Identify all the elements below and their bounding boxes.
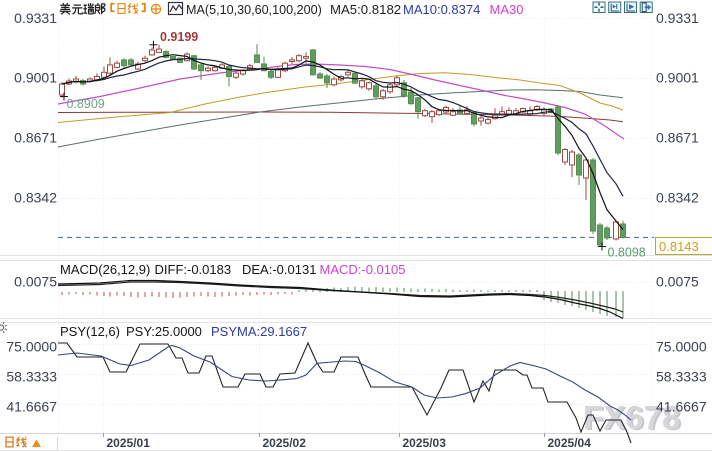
svg-text:0.9331: 0.9331 <box>14 10 57 26</box>
svg-text:0.8342: 0.8342 <box>14 190 57 206</box>
svg-text:MA30: MA30 <box>490 2 524 17</box>
svg-text:0.8342: 0.8342 <box>656 190 699 206</box>
svg-text:0.0075: 0.0075 <box>14 274 57 290</box>
svg-text:FX678: FX678 <box>585 400 682 437</box>
svg-text:MA10:0.8374: MA10:0.8374 <box>403 2 480 17</box>
svg-text:0.0075: 0.0075 <box>656 274 699 290</box>
svg-text:0.8671: 0.8671 <box>656 130 699 146</box>
svg-text:MACD(26,12,9): MACD(26,12,9) <box>60 262 150 277</box>
svg-text:0.8671: 0.8671 <box>14 130 57 146</box>
svg-text:0.9199: 0.9199 <box>160 30 198 44</box>
svg-text:MA5:0.8182: MA5:0.8182 <box>330 2 401 17</box>
svg-text:0.9001: 0.9001 <box>656 70 699 86</box>
svg-text:MA(5,10,30,60,100,200): MA(5,10,30,60,100,200) <box>186 3 322 17</box>
svg-text:2025/04: 2025/04 <box>548 436 592 450</box>
svg-text:41.6667: 41.6667 <box>6 399 57 415</box>
svg-text:2025/02: 2025/02 <box>263 436 307 450</box>
svg-text:0.9331: 0.9331 <box>656 10 699 26</box>
svg-text:58.3333: 58.3333 <box>656 369 707 385</box>
svg-text:2025/03: 2025/03 <box>403 436 447 450</box>
svg-text:0.9001: 0.9001 <box>14 70 57 86</box>
svg-text:PSYMA:29.1667: PSYMA:29.1667 <box>211 324 307 339</box>
svg-text:41.6667: 41.6667 <box>656 399 707 415</box>
svg-text:75.0000: 75.0000 <box>6 339 57 355</box>
svg-text:DIFF:-0.0183: DIFF:-0.0183 <box>155 262 232 277</box>
svg-text:0.8143: 0.8143 <box>659 239 699 254</box>
svg-text:PSY(12,6): PSY(12,6) <box>60 324 120 339</box>
svg-text:58.3333: 58.3333 <box>6 369 57 385</box>
svg-text:75.0000: 75.0000 <box>656 339 707 355</box>
svg-text:MACD:-0.0105: MACD:-0.0105 <box>320 262 406 277</box>
svg-text:2025/01: 2025/01 <box>107 436 151 450</box>
svg-text:0.8909: 0.8909 <box>67 97 105 111</box>
svg-text:PSY:25.0000: PSY:25.0000 <box>126 324 202 339</box>
svg-text:DEA:-0.0131: DEA:-0.0131 <box>242 262 316 277</box>
svg-text:0.8098: 0.8098 <box>608 246 646 260</box>
